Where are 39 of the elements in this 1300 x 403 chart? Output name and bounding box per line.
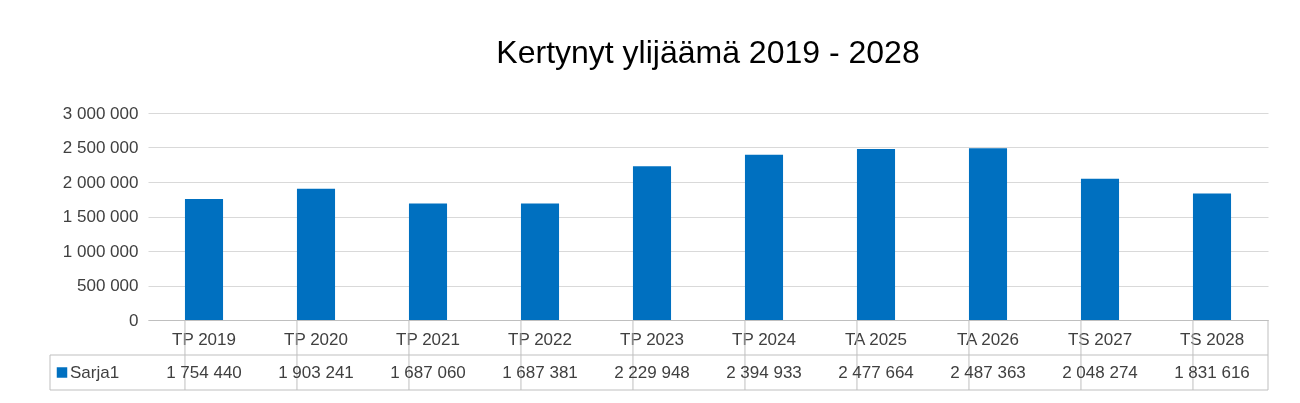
x-tick-label: TP 2022 bbox=[508, 329, 572, 349]
x-tick-label: TP 2019 bbox=[172, 329, 236, 349]
bar bbox=[296, 188, 336, 320]
x-tick-label: TS 2028 bbox=[1179, 329, 1245, 349]
chart-title: Kertynyt ylijäämä 2019 - 2028 bbox=[496, 34, 920, 70]
bar bbox=[744, 154, 784, 320]
y-tick-label: 3 000 000 bbox=[62, 103, 139, 123]
bar bbox=[968, 148, 1008, 320]
data-label: 1 754 440 bbox=[166, 362, 242, 382]
data-label: 1 903 241 bbox=[278, 362, 354, 382]
bar bbox=[1192, 193, 1232, 320]
data-label: 2 394 933 bbox=[726, 362, 802, 382]
data-label: 1 831 616 bbox=[1174, 362, 1250, 382]
y-tick-label: 2 000 000 bbox=[62, 172, 139, 192]
data-label: 1 687 060 bbox=[390, 362, 466, 382]
x-tick-label: TP 2021 bbox=[396, 329, 460, 349]
y-tick-label: 1 500 000 bbox=[62, 207, 139, 226]
legend-label: Sarja1 bbox=[70, 362, 120, 382]
x-tick-label: TA 2026 bbox=[956, 329, 1020, 349]
x-tick-label: TP 2023 bbox=[620, 329, 684, 349]
data-label: 2 487 363 bbox=[950, 362, 1026, 382]
bar bbox=[1080, 178, 1120, 320]
x-tick-label: TA 2025 bbox=[844, 329, 908, 349]
bar bbox=[632, 166, 672, 320]
data-label: 2 477 664 bbox=[838, 362, 914, 382]
data-label: 2 048 274 bbox=[1062, 362, 1138, 382]
bar bbox=[184, 198, 224, 320]
bar bbox=[408, 203, 448, 320]
y-tick-label: 500 000 bbox=[77, 276, 139, 295]
x-tick-label: TP 2024 bbox=[732, 329, 796, 349]
bar bbox=[856, 149, 896, 320]
y-tick-label: 1 000 000 bbox=[62, 241, 139, 261]
y-tick-label: 2 500 000 bbox=[62, 138, 139, 157]
x-tick-label: TS 2027 bbox=[1067, 329, 1133, 349]
bar bbox=[520, 203, 560, 320]
y-tick-label: 0 bbox=[129, 310, 139, 330]
data-label: 1 687 381 bbox=[502, 362, 578, 382]
data-label: 2 229 948 bbox=[614, 362, 690, 382]
x-tick-label: TP 2020 bbox=[284, 329, 348, 349]
